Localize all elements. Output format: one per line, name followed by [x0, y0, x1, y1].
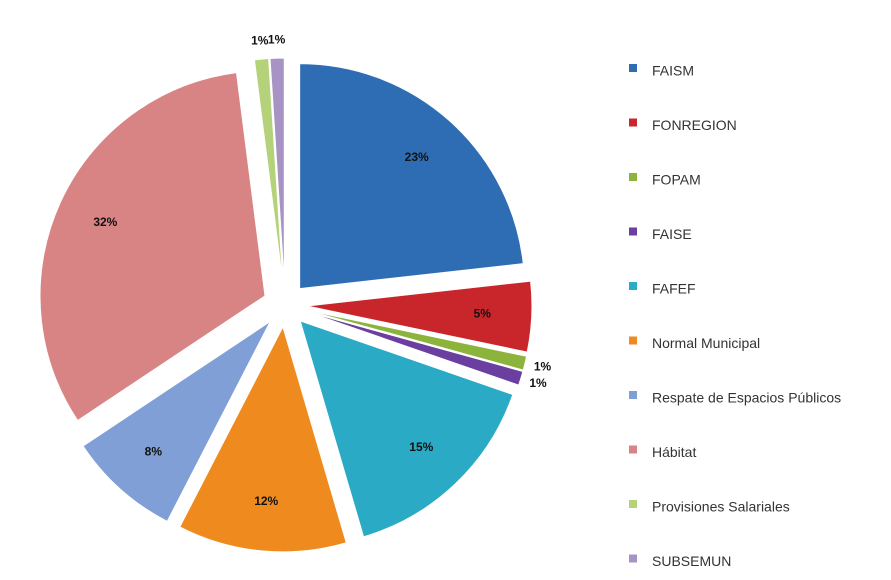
legend-swatch — [629, 64, 637, 72]
legend-swatch — [629, 554, 637, 563]
legend-label: Normal Municipal — [652, 335, 760, 351]
legend-label: FAISE — [652, 226, 692, 242]
value-label: 1% — [268, 32, 286, 46]
value-label: 1% — [534, 360, 552, 374]
legend-label: SUBSEMUN — [652, 553, 731, 569]
value-label: 5% — [474, 307, 492, 321]
legend-swatch — [629, 282, 637, 290]
pie-slice — [39, 72, 266, 422]
value-label: 23% — [405, 150, 429, 164]
legend-swatch — [629, 173, 637, 181]
legend-label: FAISM — [652, 63, 694, 79]
pie-slice — [269, 57, 285, 284]
value-label: 8% — [145, 444, 163, 458]
value-label: 1% — [251, 33, 269, 47]
legend-swatch — [629, 445, 637, 454]
value-label: 12% — [254, 494, 278, 508]
value-label: 1% — [529, 376, 547, 390]
pie-slice — [305, 311, 524, 386]
legend-label: Respate de Espacios Públicos — [652, 390, 841, 406]
legend-swatch — [629, 336, 637, 345]
legend-label: Provisiones Salariales — [652, 499, 790, 515]
legend-swatch — [629, 227, 637, 236]
value-label: 15% — [409, 440, 433, 454]
legend-label: FOPAM — [652, 172, 701, 188]
pie-slice — [306, 280, 533, 353]
legend-swatch — [629, 391, 637, 399]
legend-swatch — [629, 118, 637, 127]
legend-label: FAFEF — [652, 281, 696, 297]
value-label: 32% — [93, 215, 117, 229]
pie-slice — [299, 320, 514, 538]
legend-label: Hábitat — [652, 444, 696, 460]
pie-slice — [179, 325, 347, 553]
pie-slice — [82, 319, 272, 523]
legend-swatch — [629, 500, 637, 508]
pie-slice — [299, 63, 524, 290]
pie-slice — [306, 309, 528, 371]
legend-label: FONREGION — [652, 117, 737, 133]
pie-slice — [253, 58, 284, 284]
